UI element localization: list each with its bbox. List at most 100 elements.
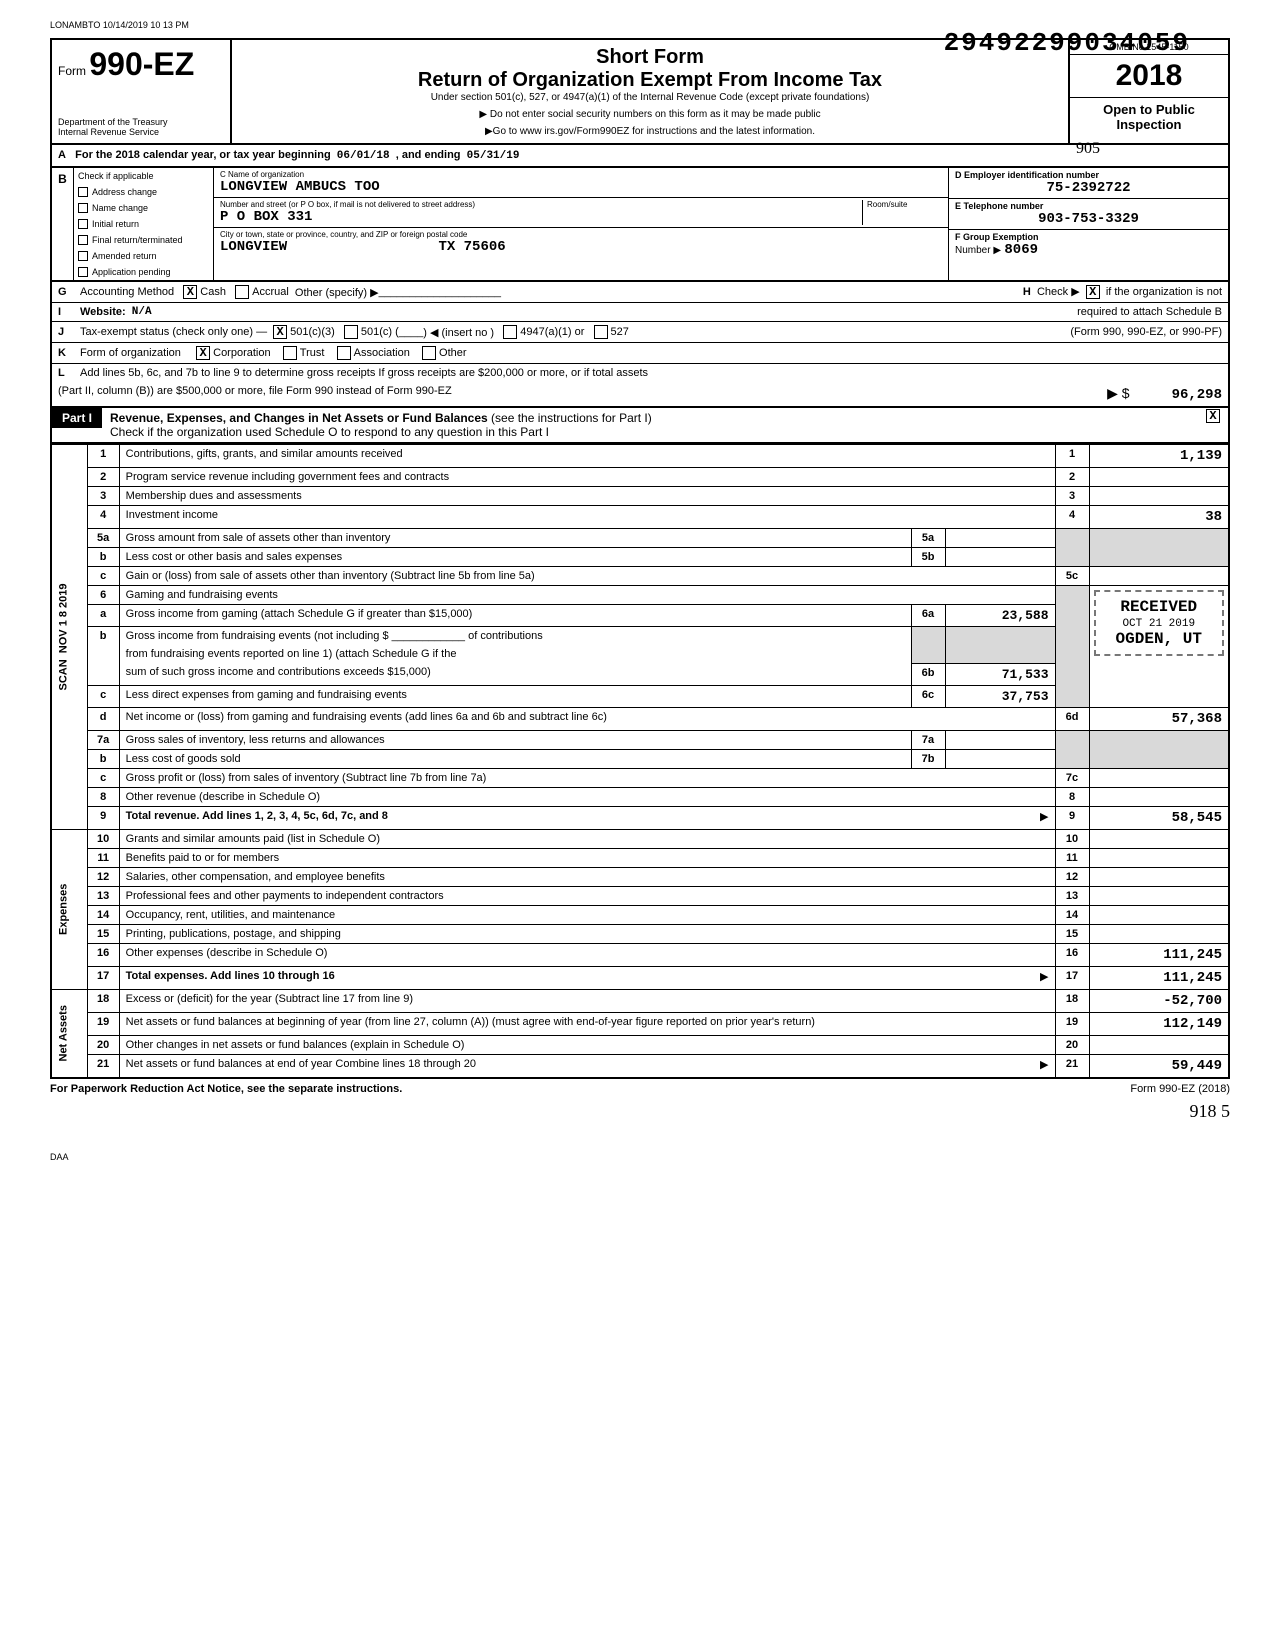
form-number: 990-EZ bbox=[89, 46, 194, 82]
line-9-text: Total revenue. Add lines 1, 2, 3, 4, 5c,… bbox=[119, 806, 1055, 829]
line-15-value bbox=[1089, 924, 1229, 943]
line-6b-value: 71,533 bbox=[945, 663, 1055, 685]
net-assets-side-label: Net Assets bbox=[51, 989, 87, 1078]
checkbox-accrual[interactable] bbox=[235, 285, 249, 299]
open-public-1: Open to Public bbox=[1072, 102, 1226, 117]
checkbox-501c3[interactable]: X bbox=[273, 325, 287, 339]
line-14-text: Occupancy, rent, utilities, and maintena… bbox=[119, 905, 1055, 924]
line-13-text: Professional fees and other payments to … bbox=[119, 886, 1055, 905]
label-room-suite: Room/suite bbox=[867, 200, 942, 209]
line-6-text: Gaming and fundraising events bbox=[119, 586, 1055, 605]
line-7c-text: Gross profit or (loss) from sales of inv… bbox=[119, 768, 1055, 787]
line-16-value: 111,245 bbox=[1089, 943, 1229, 966]
line-21-value: 59,449 bbox=[1089, 1054, 1229, 1078]
checkbox-amended-return[interactable] bbox=[78, 251, 88, 261]
row-l-1: L Add lines 5b, 6c, and 7b to line 9 to … bbox=[50, 364, 1230, 382]
line-7a-text: Gross sales of inventory, less returns a… bbox=[119, 730, 911, 749]
dept-treasury: Department of the Treasury bbox=[58, 117, 224, 127]
footer-row: For Paperwork Reduction Act Notice, see … bbox=[50, 1083, 1230, 1095]
paperwork-notice: For Paperwork Reduction Act Notice, see … bbox=[50, 1083, 402, 1095]
revenue-side-label: SCAN NOV 1 8 2019 bbox=[51, 445, 87, 830]
checkbox-address-change[interactable] bbox=[78, 187, 88, 197]
label-c-city: City or town, state or province, country… bbox=[220, 230, 942, 239]
line-16-text: Other expenses (describe in Schedule O) bbox=[119, 943, 1055, 966]
line-7b-text: Less cost of goods sold bbox=[119, 749, 911, 768]
line-6c-value: 37,753 bbox=[945, 685, 1055, 707]
checkbox-schedule-b[interactable]: X bbox=[1086, 285, 1100, 299]
line-6a-value: 23,588 bbox=[945, 605, 1055, 627]
checkbox-schedule-o[interactable]: X bbox=[1206, 409, 1220, 423]
label-f-number: Number ▶ bbox=[955, 245, 1001, 256]
org-state-zip: TX 75606 bbox=[438, 239, 505, 255]
phone-value: 903-753-3329 bbox=[955, 211, 1222, 227]
line-5b-text: Less cost or other basis and sales expen… bbox=[119, 548, 911, 567]
checkbox-trust[interactable] bbox=[283, 346, 297, 360]
line-11-value bbox=[1089, 848, 1229, 867]
handwritten-stamp: 905 bbox=[1076, 140, 1100, 158]
line-6b-text-3: sum of such gross income and contributio… bbox=[119, 663, 911, 685]
line-1-text: Contributions, gifts, grants, and simila… bbox=[119, 445, 1055, 468]
short-form-title: Short Form bbox=[242, 46, 1058, 69]
line-8-value bbox=[1089, 787, 1229, 806]
line-17-text: Total expenses. Add lines 10 through 16 … bbox=[119, 966, 1055, 989]
document-locator-number: 29492299034059 bbox=[944, 28, 1190, 58]
checkbox-association[interactable] bbox=[337, 346, 351, 360]
line-20-value bbox=[1089, 1035, 1229, 1054]
label-f-group: F Group Exemption bbox=[955, 232, 1222, 242]
line-6b-text-2: from fundraising events reported on line… bbox=[119, 645, 911, 663]
form-title: Return of Organization Exempt From Incom… bbox=[242, 69, 1058, 92]
line-11-text: Benefits paid to or for members bbox=[119, 848, 1055, 867]
checkbox-application-pending[interactable] bbox=[78, 267, 88, 277]
line-6c-text: Less direct expenses from gaming and fun… bbox=[119, 685, 911, 707]
part-1-header: Part I Revenue, Expenses, and Changes in… bbox=[50, 408, 1230, 444]
line-5a-text: Gross amount from sale of assets other t… bbox=[119, 529, 911, 548]
line-13-value bbox=[1089, 886, 1229, 905]
row-j-tax-status: J Tax-exempt status (check only one) — X… bbox=[50, 322, 1230, 343]
row-k-form-org: K Form of organization XCorporation Trus… bbox=[50, 343, 1230, 364]
line-12-value bbox=[1089, 867, 1229, 886]
tax-year: 2018 bbox=[1070, 55, 1228, 98]
line-5a-value bbox=[945, 529, 1055, 548]
line-9-value: 58,545 bbox=[1089, 806, 1229, 829]
line-7c-value bbox=[1089, 768, 1229, 787]
checkbox-initial-return[interactable] bbox=[78, 219, 88, 229]
checkbox-cash[interactable]: X bbox=[183, 285, 197, 299]
org-city: LONGVIEW bbox=[220, 239, 287, 255]
label-b: B bbox=[52, 168, 74, 280]
line-20-text: Other changes in net assets or fund bala… bbox=[119, 1035, 1055, 1054]
lines-table: SCAN NOV 1 8 2019 1 Contributions, gifts… bbox=[50, 444, 1230, 1079]
checkbox-other-org[interactable] bbox=[422, 346, 436, 360]
line-18-text: Excess or (deficit) for the year (Subtra… bbox=[119, 989, 1055, 1012]
line-21-text: Net assets or fund balances at end of ye… bbox=[119, 1054, 1055, 1078]
line-7a-value bbox=[945, 730, 1055, 749]
checkbox-527[interactable] bbox=[594, 325, 608, 339]
row-a-tax-year: A For the 2018 calendar year, or tax yea… bbox=[50, 145, 1230, 168]
line-19-value: 112,149 bbox=[1089, 1012, 1229, 1035]
checkbox-final-return[interactable] bbox=[78, 235, 88, 245]
form-subtitle: Under section 501(c), 527, or 4947(a)(1)… bbox=[242, 92, 1058, 103]
row-i-website: I Website: N/A required to attach Schedu… bbox=[50, 303, 1230, 322]
ein-value: 75-2392722 bbox=[955, 180, 1222, 196]
section-b-organization: B Check if applicable Address change Nam… bbox=[50, 168, 1230, 282]
line-5c-value bbox=[1089, 567, 1229, 586]
expenses-side-label: Expenses bbox=[51, 829, 87, 989]
line-10-value bbox=[1089, 829, 1229, 848]
line-17-value: 111,245 bbox=[1089, 966, 1229, 989]
open-public-2: Inspection bbox=[1072, 117, 1226, 132]
label-d-ein: D Employer identification number bbox=[955, 170, 1222, 180]
line-7b-value bbox=[945, 749, 1055, 768]
label-c-address: Number and street (or P O box, if mail i… bbox=[220, 200, 862, 209]
checkbox-name-change[interactable] bbox=[78, 203, 88, 213]
checkbox-corporation[interactable]: X bbox=[196, 346, 210, 360]
gross-receipts-value: 96,298 bbox=[1172, 387, 1222, 403]
label-c-name: C Name of organization bbox=[220, 170, 942, 179]
form-footer-label: Form 990-EZ (2018) bbox=[1130, 1083, 1230, 1095]
line-6a-text: Gross income from gaming (attach Schedul… bbox=[119, 605, 911, 627]
checkbox-4947[interactable] bbox=[503, 325, 517, 339]
line-19-text: Net assets or fund balances at beginning… bbox=[119, 1012, 1055, 1035]
line-15-text: Printing, publications, postage, and shi… bbox=[119, 924, 1055, 943]
line-12-text: Salaries, other compensation, and employ… bbox=[119, 867, 1055, 886]
line-10-text: Grants and similar amounts paid (list in… bbox=[119, 829, 1055, 848]
check-applicable-label: Check if applicable bbox=[74, 168, 213, 184]
checkbox-501c[interactable] bbox=[344, 325, 358, 339]
